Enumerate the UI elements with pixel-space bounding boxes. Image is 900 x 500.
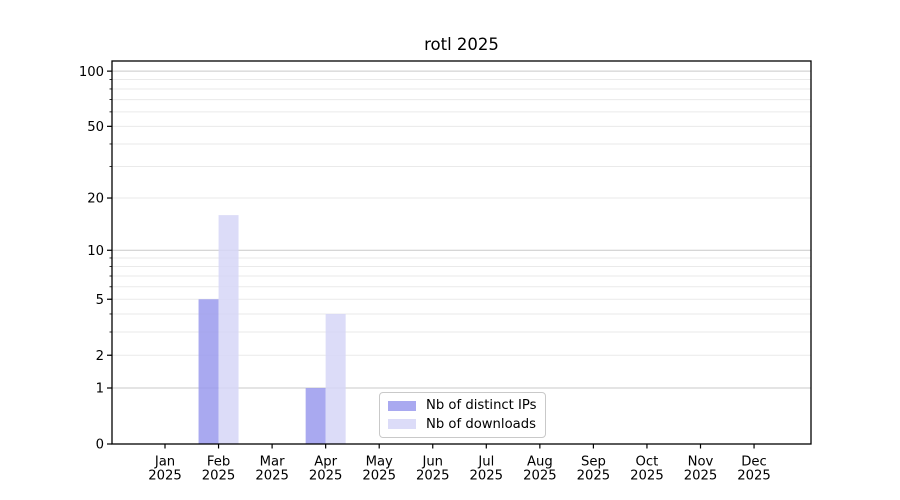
x-tick-label-month: Apr: [314, 455, 337, 470]
x-tick-label-year: 2025: [255, 469, 289, 484]
x-tick-label-month: Nov: [688, 455, 714, 470]
legend-swatch-distinct-ips: [388, 400, 416, 411]
y-tick-label: 5: [96, 293, 104, 308]
legend-item-downloads: Nb of downloads: [388, 417, 537, 432]
legend-swatch-downloads: [388, 419, 416, 430]
axes-spines: [111, 60, 812, 445]
x-tick-label-month: Dec: [741, 455, 767, 470]
x-tick-label-month: Oct: [636, 455, 659, 470]
x-tick-label-year: 2025: [202, 469, 236, 484]
y-tick-label: 100: [79, 65, 104, 80]
x-tick-label-month: Jun: [421, 455, 443, 470]
x-tick-label-month: May: [366, 455, 393, 470]
bar-nb-of-distinct-ips-apr-2025: [305, 387, 326, 444]
y-tick-label: 10: [87, 244, 104, 259]
legend-item-distinct-ips: Nb of distinct IPs: [388, 398, 537, 413]
bar-nb-of-downloads-apr-2025: [325, 313, 346, 444]
x-tick-label-month: Feb: [207, 455, 230, 470]
x-tick-label-year: 2025: [737, 469, 771, 484]
x-tick-label-month: Jul: [477, 455, 494, 470]
x-tick-label-month: Mar: [260, 455, 285, 470]
y-tick-label: 50: [87, 120, 104, 135]
x-tick-label-year: 2025: [577, 469, 611, 484]
legend-label-downloads: Nb of downloads: [426, 416, 536, 432]
y-tick-label: 1: [96, 382, 104, 397]
legend-label-distinct-ips: Nb of distinct IPs: [426, 398, 537, 414]
x-tick-label-year: 2025: [362, 469, 396, 484]
x-tick-label-month: Aug: [527, 455, 553, 470]
bar-nb-of-downloads-feb-2025: [218, 215, 239, 444]
x-tick-label-month: Jan: [154, 455, 175, 470]
bar-nb-of-distinct-ips-feb-2025: [198, 299, 219, 444]
x-tick-label-year: 2025: [416, 469, 450, 484]
y-tick-label: 2: [96, 349, 104, 364]
x-tick-label-year: 2025: [309, 469, 343, 484]
x-tick-label-month: Sep: [581, 455, 606, 470]
x-tick-label-year: 2025: [523, 469, 557, 484]
x-tick-label-year: 2025: [470, 469, 504, 484]
x-tick-label-year: 2025: [148, 469, 182, 484]
y-tick-label: 20: [87, 192, 104, 207]
legend: Nb of distinct IPs Nb of downloads: [379, 392, 546, 438]
x-tick-label-year: 2025: [684, 469, 718, 484]
y-tick-label: 0: [96, 438, 104, 453]
chart-title: rotl 2025: [424, 35, 499, 54]
x-tick-label-year: 2025: [630, 469, 664, 484]
